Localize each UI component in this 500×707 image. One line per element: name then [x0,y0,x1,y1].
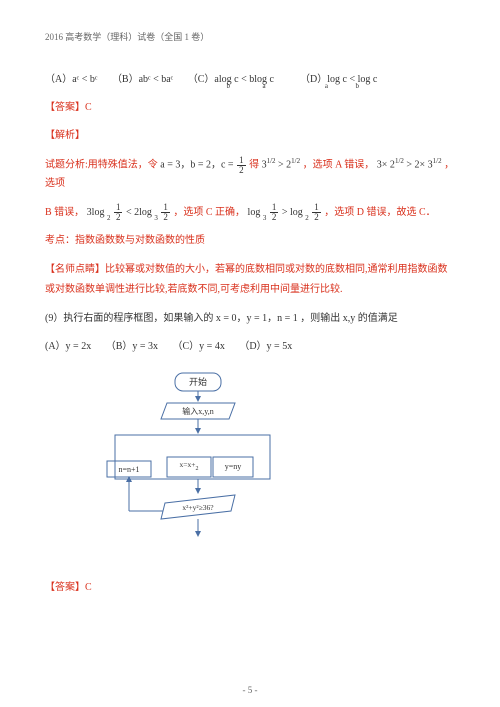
analysis8-line1: 试题分析:用特殊值法，令 a = 3，b = 2，c = 1 2 得 31/2 … [45,155,455,193]
answer8: 【答案】C [45,99,455,117]
sup3a: 1/2 [395,157,404,165]
q9-stem-1: (9）执行右面的程序框图，如果输入的 [45,313,213,324]
q9-options: (A）y = 2x （B）y = 3x （C）y = 4x （D）y = 5x [45,338,455,356]
frac-log2: 1 2 [161,203,170,222]
q8-options: （A）aᶜ < bᶜ （B）abᶜ < baᶜ （C）alog c < blog… [45,71,455,89]
page-footer: - 5 - [0,685,500,695]
assign1-text: x=x+2 [180,460,199,472]
page-header: 2016 高考数学（理科）试卷（全国 1 卷） [45,30,455,43]
q9-opt-c: （C）y = 4x [173,338,225,356]
cond-text: x²+y²≥36? [182,503,214,512]
a8-pc: ，选项 C 正确， [173,206,245,217]
a8-eq3: 3× 2 [377,159,395,170]
answer9: 【答案】C [45,579,455,597]
analysis-label: 【解析】 [45,127,455,145]
kaodian-text: 指数函数数与对数函数的性质 [75,235,205,246]
answer8-label: 【答案】 [45,102,85,113]
frac-log1: 1 2 [114,203,123,222]
page: 2016 高考数学（理科）试卷（全国 1 卷） （A）aᶜ < bᶜ （B）ab… [0,0,500,707]
analysis8-line2: B 错误， 3log 2 1 2 < 2log 3 1 2 ，选项 C 正确， … [45,203,455,222]
sup2a: 1/2 [267,157,276,165]
frac-logD2: 1 2 [312,203,321,222]
answer9-value: C [85,582,92,593]
frac-logD: 1 2 [270,203,279,222]
assign2-text: y=ny [225,462,242,471]
logDsub2: 2 [305,212,309,225]
den: 2 [312,213,321,222]
flowchart: 开始 输入x,y,n x=x+2 y=ny n=n+1 x²+y²≥36? [105,371,285,564]
a8-p1: 试题分析:用特殊值法，令 [45,159,158,170]
flowchart-svg: 开始 输入x,y,n x=x+2 y=ny n=n+1 x²+y²≥36? [105,371,285,561]
sub-a2: a [325,80,328,93]
input-text: 输入x,y,n [182,406,213,416]
answer9-label: 【答案】 [45,582,85,593]
a8-bpref: B 错误， [45,206,84,217]
den: 2 [237,166,246,175]
q9-cond: x = 0，y = 1，n = 1 [216,313,298,324]
opt-a-text: aᶜ < bᶜ [72,74,97,85]
lt: < 2log [126,206,152,217]
kaodian: 考点：指数函数数与对数函数的性质 [45,232,455,250]
mingshi: 【名师点睛】比较幂或对数值的大小，若幂的底数相同或对数的底数相同,通常利用指数函… [45,260,455,300]
header-title: 2016 高考数学（理科）试卷（全国 1 卷） [45,32,209,42]
q9-stem: (9）执行右面的程序框图，如果输入的 x = 0，y = 1，n = 1 ，则输… [45,310,455,328]
sup2b: 1/2 [291,157,300,165]
q9-opt-b: （B）y = 3x [106,338,158,356]
logDsub: 3 [263,212,267,225]
den: 2 [114,213,123,222]
opt-d-prefix: （D） [300,74,327,85]
sub-a: a [262,80,265,93]
answer8-value: C [85,102,92,113]
log3: 3log [87,206,105,217]
opt-b-prefix: （B） [112,74,139,85]
den: 2 [270,213,279,222]
q8-opt-b: （B）abᶜ < baᶜ [112,71,173,89]
q9-stem-2: ，则输出 x,y 的值满足 [300,313,398,324]
sub-b: b [226,80,230,93]
kaodian-label: 考点： [45,235,75,246]
mingshi-text: 比较幂或对数值的大小，若幂的底数相同或对数的底数相同,通常利用指数函数或对数函数… [45,264,448,295]
sub-b2: b [355,80,359,93]
logsub2: 3 [154,212,158,225]
a8-p3: ，选项 A 错误， [303,159,375,170]
q9-opt-a: (A）y = 2x [45,338,91,356]
den: 2 [161,213,170,222]
q9-opt-d: （D）y = 5x [239,338,292,356]
opt-c-prefix: （C） [188,74,215,85]
gtD: > log [282,206,303,217]
frac-half: 1 2 [237,156,246,175]
inc-text: n=n+1 [118,465,139,474]
opt-a-prefix: （A） [45,74,72,85]
opt-d-text: log c < log c [327,74,377,85]
a8-gt2: > 2× 3 [406,159,432,170]
sup3b: 1/2 [433,157,442,165]
a8-pd: ，选项 D 错误，故选 C． [324,206,435,217]
logsub1: 2 [107,212,111,225]
a8-eq1: a = 3，b = 2，c = [160,159,236,170]
q8-opt-a: （A）aᶜ < bᶜ [45,71,97,89]
a8-p2: 得 [249,159,259,170]
logD: log [248,206,261,217]
a8-gt: > 2 [278,159,291,170]
mingshi-label: 【名师点睛】 [45,264,105,275]
q8-opt-c: （C）alog c < blog c b a [188,71,266,89]
q8-opt-d: （D）log c < log c a b [300,71,359,89]
opt-b-text: abᶜ < baᶜ [139,74,174,85]
page-number: - 5 - [243,685,258,695]
start-text: 开始 [189,376,207,387]
